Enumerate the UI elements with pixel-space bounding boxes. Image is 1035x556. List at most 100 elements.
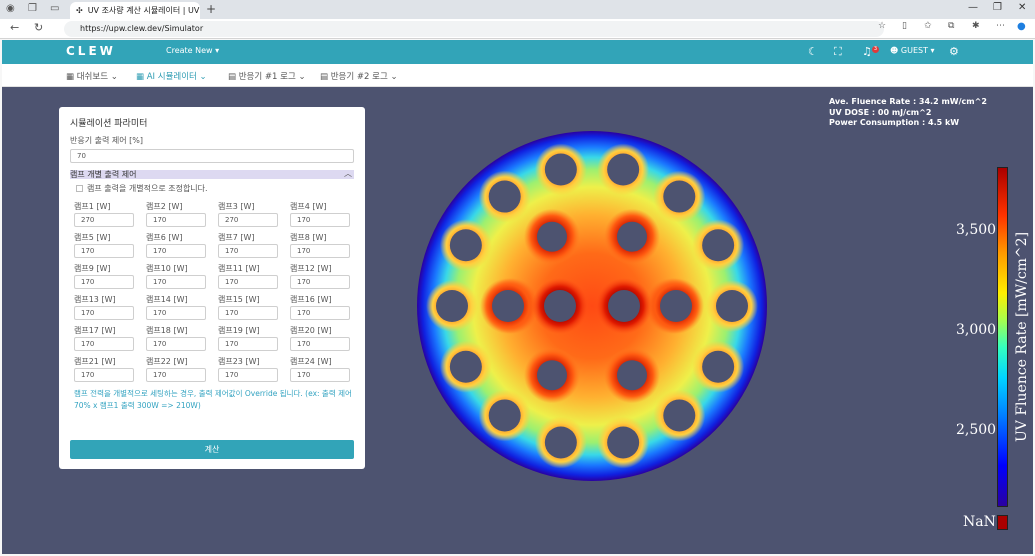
lamp-label: 램프24 [W] — [290, 357, 332, 366]
lamp-hole — [716, 290, 748, 322]
favorite-icon[interactable]: ☆ — [878, 21, 887, 31]
lamp-field-15: 램프15 [W] 170 — [218, 294, 290, 320]
lamp-input[interactable]: 170 — [218, 244, 278, 258]
lamp-input[interactable]: 170 — [74, 306, 134, 320]
override-note: 램프 전력을 개별적으로 세팅하는 경우, 출력 제어값이 Override 됩… — [74, 389, 352, 410]
user-menu[interactable]: ☻ GUEST ▾ — [890, 46, 935, 55]
extensions-icon[interactable]: ✱ — [972, 21, 980, 31]
lamp-field-2: 램프2 [W] 170 — [146, 201, 218, 227]
lamp-input[interactable]: 170 — [146, 368, 206, 382]
lamp-input[interactable]: 170 — [218, 337, 278, 351]
favorites-list-icon[interactable]: ✩ — [924, 21, 932, 31]
close-window-icon[interactable]: ✕ — [1018, 2, 1027, 13]
nav-reactor-2-log[interactable]: ▤ 반응기 #2 로그 ⌄ — [320, 72, 398, 82]
lamp-hole — [537, 221, 567, 252]
lamp-input[interactable]: 270 — [74, 213, 134, 227]
address-bar: ← ↻ https://upw.clew.dev/Simulator ☆ ▯ ✩… — [0, 19, 1035, 39]
split-screen-icon[interactable]: ▯ — [902, 21, 907, 31]
more-icon[interactable]: ⋯ — [996, 21, 1005, 31]
lamp-section-header[interactable]: 램프 개별 출력 제어 ︿ — [70, 169, 354, 179]
lamp-input[interactable]: 170 — [290, 306, 350, 320]
workspaces-icon[interactable]: ❐ — [28, 3, 37, 14]
tab-actions-icon[interactable]: ▭ — [50, 3, 60, 14]
lamp-field-11: 램프11 [W] 170 — [218, 263, 290, 289]
lamp-label: 램프8 [W] — [290, 233, 327, 242]
lamp-label: 램프14 [W] — [146, 295, 188, 304]
lamp-input[interactable]: 170 — [218, 368, 278, 382]
lamp-label: 램프21 [W] — [74, 357, 116, 366]
fluence-heatmap — [417, 131, 767, 481]
lamp-label: 램프20 [W] — [290, 326, 332, 335]
create-new-button[interactable]: Create New ▾ — [166, 46, 220, 55]
lamp-field-24: 램프24 [W] 170 — [290, 356, 362, 382]
nav-reactor-1-log[interactable]: ▤ 반응기 #1 로그 ⌄ — [228, 72, 306, 82]
lamp-input[interactable]: 170 — [146, 306, 206, 320]
profile-icon[interactable]: ◉ — [6, 3, 15, 14]
bell-icon[interactable]: ♫ — [862, 45, 872, 58]
lamp-input[interactable]: 170 — [146, 244, 206, 258]
lamp-input[interactable]: 170 — [290, 275, 350, 289]
sub-navigation: ▦ 대쉬보드 ⌄ ▦ AI 시뮬레이터 ⌄ ▤ 반응기 #1 로그 ⌄ ▤ 반응… — [2, 64, 1033, 87]
lamp-field-21: 램프21 [W] 170 — [74, 356, 146, 382]
clew-logo[interactable]: CLEW — [66, 44, 116, 58]
lamp-label: 램프16 [W] — [290, 295, 332, 304]
fullscreen-icon[interactable]: ⛶ — [834, 45, 842, 58]
lamp-label: 램프10 [W] — [146, 264, 188, 273]
settings-gear-icon[interactable]: ⚙ — [949, 45, 959, 58]
lamp-input[interactable]: 170 — [146, 337, 206, 351]
lamp-label: 램프7 [W] — [218, 233, 255, 242]
lamp-input[interactable]: 170 — [146, 213, 206, 227]
lamp-input[interactable]: 170 — [290, 213, 350, 227]
lamp-input[interactable]: 170 — [290, 244, 350, 258]
lamp-input[interactable]: 170 — [290, 368, 350, 382]
browser-tabbar: ◉ ❐ ▭ ✣ UV 조사량 계산 시뮬레이터 | UV ✕ + — ❐ ✕ — [0, 0, 1035, 19]
copilot-icon[interactable]: ● — [1017, 21, 1026, 32]
lamp-grid: 램프1 [W] 270 램프2 [W] 170 램프3 [W] 270 램프4 [W] 170… — [70, 201, 354, 382]
individual-control-row[interactable]: 램프 출력을 개별적으로 조정합니다. — [70, 183, 354, 194]
lamp-hole — [663, 399, 696, 432]
nan-label: NaN — [963, 514, 996, 530]
lamp-input[interactable]: 170 — [74, 368, 134, 382]
lamp-field-3: 램프3 [W] 270 — [218, 201, 290, 227]
restore-icon[interactable]: ❐ — [993, 2, 1002, 13]
lamp-field-4: 램프4 [W] 170 — [290, 201, 362, 227]
nan-swatch — [997, 515, 1008, 530]
nav-dashboard[interactable]: ▦ 대쉬보드 ⌄ — [66, 72, 118, 82]
browser-tab[interactable]: ✣ UV 조사량 계산 시뮬레이터 | UV ✕ — [70, 2, 200, 19]
calculate-button[interactable]: 계산 — [70, 440, 354, 459]
minimize-icon[interactable]: — — [968, 2, 978, 13]
lamp-field-14: 램프14 [W] 170 — [146, 294, 218, 320]
lamp-input[interactable]: 170 — [218, 306, 278, 320]
lamp-hole — [544, 290, 576, 322]
lamp-label: 램프18 [W] — [146, 326, 188, 335]
lamp-label: 램프19 [W] — [218, 326, 260, 335]
url-field[interactable]: https://upw.clew.dev/Simulator — [64, 21, 884, 37]
lamp-hole — [702, 229, 735, 262]
lamp-input[interactable]: 170 — [74, 275, 134, 289]
lamp-input[interactable]: 170 — [74, 244, 134, 258]
lamp-input[interactable]: 170 — [74, 337, 134, 351]
back-icon[interactable]: ← — [10, 21, 20, 34]
refresh-icon[interactable]: ↻ — [34, 21, 44, 34]
chevron-up-icon[interactable]: ︿ — [344, 169, 352, 178]
lamp-input[interactable]: 270 — [218, 213, 278, 227]
output-input[interactable]: 70 — [70, 149, 354, 163]
lamp-label: 램프13 [W] — [74, 295, 116, 304]
lamp-input[interactable]: 170 — [290, 337, 350, 351]
lamp-label: 램프2 [W] — [146, 202, 183, 211]
lamp-input[interactable]: 170 — [218, 275, 278, 289]
lamp-field-18: 램프18 [W] 170 — [146, 325, 218, 351]
nav-ai-simulator[interactable]: ▦ AI 시뮬레이터 ⌄ — [136, 72, 207, 82]
site-favicon-icon: ✣ — [76, 6, 83, 15]
lamp-field-1: 램프1 [W] 270 — [74, 201, 146, 227]
individual-control-checkbox[interactable] — [76, 185, 83, 192]
collections-icon[interactable]: ⧉ — [948, 21, 955, 31]
lamp-field-16: 램프16 [W] 170 — [290, 294, 362, 320]
lamp-hole — [537, 360, 567, 391]
lamp-input[interactable]: 170 — [146, 275, 206, 289]
new-tab-icon[interactable]: + — [206, 2, 217, 16]
parameter-panel: 시뮬레이션 파라미터 반응기 출력 제어 [%] 70 램프 개별 출력 제어 … — [59, 107, 365, 469]
lamp-label: 램프1 [W] — [74, 202, 111, 211]
dark-mode-icon[interactable]: ☾ — [808, 45, 818, 58]
lamp-hole — [488, 180, 521, 213]
